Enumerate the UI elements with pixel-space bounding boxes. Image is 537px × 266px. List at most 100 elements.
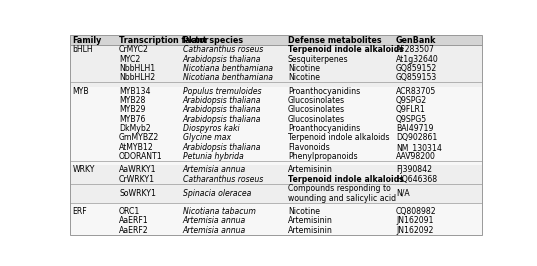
Text: Artemisia annua: Artemisia annua (183, 226, 246, 235)
Text: MYC2: MYC2 (119, 55, 140, 64)
Bar (70, 73, 482, 82)
Text: Glucosinolates: Glucosinolates (288, 96, 345, 105)
Bar (70, 124, 482, 133)
Bar (70, 225, 482, 235)
Bar (70, 55, 482, 64)
Text: Defense metabolites: Defense metabolites (288, 36, 382, 45)
Text: AaERF1: AaERF1 (119, 216, 149, 225)
Text: At1g32640: At1g32640 (396, 55, 439, 64)
Text: WRKY: WRKY (72, 165, 95, 174)
Text: Arabidopsis thaliana: Arabidopsis thaliana (183, 143, 261, 152)
Bar (70, 175, 482, 184)
Bar (70, 152, 482, 161)
Text: MYB76: MYB76 (119, 115, 146, 124)
Text: JN162092: JN162092 (396, 226, 433, 235)
Text: AaWRKY1: AaWRKY1 (119, 165, 157, 174)
Text: GQ859153: GQ859153 (396, 73, 437, 82)
Bar (70, 216, 482, 225)
Text: ORC1: ORC1 (119, 207, 141, 216)
Text: Petunia hybrida: Petunia hybrida (183, 152, 243, 161)
Text: Terpenoid indole alkaloids: Terpenoid indole alkaloids (288, 133, 389, 142)
Text: Catharanthus roseus: Catharanthus roseus (183, 45, 263, 54)
Text: GenBank: GenBank (396, 36, 437, 45)
Bar (70, 105, 482, 115)
Text: wounding and salicylic acid: wounding and salicylic acid (288, 194, 396, 203)
Text: CrMYC2: CrMYC2 (119, 45, 149, 54)
Text: Nicotine: Nicotine (288, 73, 320, 82)
Text: bHLH: bHLH (72, 45, 93, 54)
Text: Arabidopsis thaliana: Arabidopsis thaliana (183, 115, 261, 124)
Bar (70, 165, 482, 175)
Text: ACR83705: ACR83705 (396, 87, 436, 96)
Text: SoWRKY1: SoWRKY1 (119, 189, 156, 198)
Text: JN162091: JN162091 (396, 216, 433, 225)
Text: FJ390842: FJ390842 (396, 165, 432, 174)
Text: BAI49719: BAI49719 (396, 124, 433, 133)
Text: Phenylpropanoids: Phenylpropanoids (288, 152, 358, 161)
Text: Artemisinin: Artemisinin (288, 216, 333, 225)
Text: Artemisia annua: Artemisia annua (183, 216, 246, 225)
Bar (70, 184, 482, 203)
Text: DQ902861: DQ902861 (396, 133, 437, 142)
Text: Terpenoid indole alkaloids: Terpenoid indole alkaloids (288, 45, 404, 54)
Text: Terpenoid indole alkaloids: Terpenoid indole alkaloids (288, 175, 404, 184)
Text: NM_130314: NM_130314 (396, 143, 442, 152)
Text: Compounds responding to: Compounds responding to (288, 184, 391, 193)
Text: MYB134: MYB134 (119, 87, 150, 96)
Text: CrWRKY1: CrWRKY1 (119, 175, 155, 184)
Bar (70, 133, 482, 143)
Text: Nicotiana benthamiana: Nicotiana benthamiana (183, 73, 272, 82)
Text: GmMYBZ2: GmMYBZ2 (119, 133, 159, 142)
Bar (70, 45, 482, 55)
Text: GQ859152: GQ859152 (396, 64, 437, 73)
Bar (70, 143, 482, 152)
Text: AF283507: AF283507 (396, 45, 435, 54)
Text: Transcription factor: Transcription factor (119, 36, 208, 45)
Text: ERF: ERF (72, 207, 87, 216)
Text: Flavonoids: Flavonoids (288, 143, 330, 152)
Text: Sesquiterpenes: Sesquiterpenes (288, 55, 349, 64)
Text: DkMyb2: DkMyb2 (119, 124, 151, 133)
Text: Nicotine: Nicotine (288, 64, 320, 73)
Text: AAV98200: AAV98200 (396, 152, 436, 161)
Bar (70, 203, 482, 207)
Text: NbbHLH2: NbbHLH2 (119, 73, 155, 82)
Text: Arabidopsis thaliana: Arabidopsis thaliana (183, 105, 261, 114)
Bar (70, 115, 482, 124)
Text: Diospyros kaki: Diospyros kaki (183, 124, 239, 133)
Text: Artemisinin: Artemisinin (288, 165, 333, 174)
Text: Catharanthus roseus: Catharanthus roseus (183, 175, 263, 184)
Text: HQ646368: HQ646368 (396, 175, 437, 184)
Text: Arabidopsis thaliana: Arabidopsis thaliana (183, 55, 261, 64)
Text: N/A: N/A (396, 189, 410, 198)
Bar (70, 87, 482, 96)
Text: AaERF2: AaERF2 (119, 226, 149, 235)
Text: AtMYB12: AtMYB12 (119, 143, 154, 152)
Bar (70, 96, 482, 105)
Text: Populus tremuloides: Populus tremuloides (183, 87, 261, 96)
Text: ODORANT1: ODORANT1 (119, 152, 163, 161)
Text: Q9SPG2: Q9SPG2 (396, 96, 427, 105)
Text: MYB29: MYB29 (119, 105, 146, 114)
Text: Nicotiana benthamiana: Nicotiana benthamiana (183, 64, 272, 73)
Text: NbbHLH1: NbbHLH1 (119, 64, 155, 73)
Text: MYB28: MYB28 (119, 96, 146, 105)
Text: Family: Family (72, 36, 102, 45)
Text: Plant species: Plant species (183, 36, 243, 45)
Bar (70, 207, 482, 216)
Bar (70, 161, 482, 165)
Bar (70, 82, 482, 87)
Bar (70, 35, 482, 45)
Bar (70, 64, 482, 73)
Text: Glycine max: Glycine max (183, 133, 231, 142)
Text: Q9SPG5: Q9SPG5 (396, 115, 427, 124)
Text: Artemisia annua: Artemisia annua (183, 165, 246, 174)
Text: Spinacia oleracea: Spinacia oleracea (183, 189, 251, 198)
Text: Proanthocyanidins: Proanthocyanidins (288, 124, 360, 133)
Text: Glucosinolates: Glucosinolates (288, 115, 345, 124)
Text: MYB: MYB (72, 87, 89, 96)
Text: Glucosinolates: Glucosinolates (288, 105, 345, 114)
Text: Nicotiana tabacum: Nicotiana tabacum (183, 207, 256, 216)
Text: Nicotine: Nicotine (288, 207, 320, 216)
Text: CQ808982: CQ808982 (396, 207, 437, 216)
